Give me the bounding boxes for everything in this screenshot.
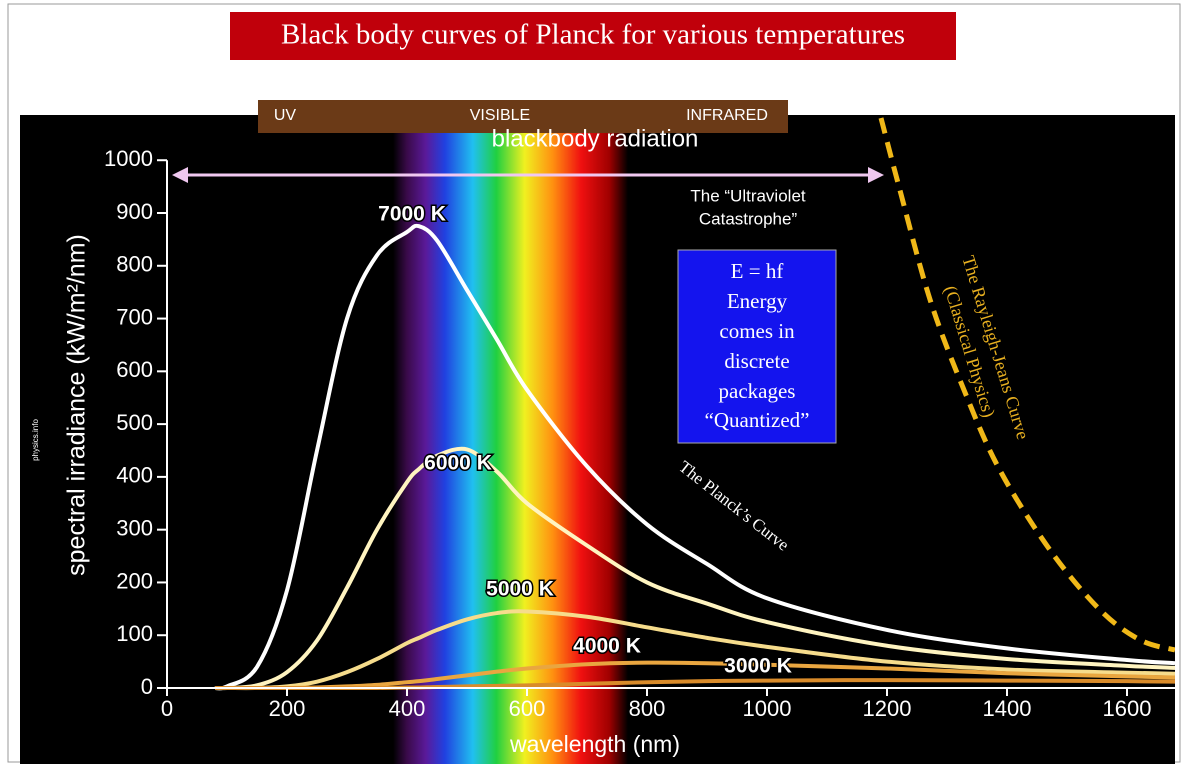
annotation: The “Ultraviolet [690, 186, 806, 205]
annotation: Catastrophe” [699, 209, 798, 228]
x-tick-label: 800 [629, 696, 666, 721]
curve-label: 6000 K [424, 452, 492, 475]
chart-title: Black body curves of Planck for various … [281, 19, 905, 51]
x-tick-label: 600 [509, 696, 546, 721]
curve-label: 4000 K [573, 635, 641, 658]
top-label: blackbody radiation [492, 125, 699, 152]
y-tick-label: 100 [116, 621, 153, 646]
planck-curve [214, 446, 1175, 691]
y-tick-label: 500 [116, 410, 153, 435]
y-tick-label: 700 [116, 304, 153, 329]
curve-label: 5000 K [486, 578, 554, 601]
box-text: “Quantized” [705, 408, 810, 432]
x-axis-label: wavelength (nm) [509, 731, 680, 757]
planck-curve [214, 609, 1175, 691]
visible-spectrum [393, 133, 628, 764]
y-tick-label: 800 [116, 252, 153, 277]
title-box [230, 12, 956, 60]
arrow-head [172, 167, 188, 183]
x-tick-label: 0 [161, 696, 173, 721]
region-band [258, 100, 788, 133]
y-axis-label: spectral irradiance (kW/m²/nm) [63, 234, 91, 576]
planck-curve [214, 223, 1175, 691]
box-text: packages [719, 379, 796, 403]
x-tick-label: 400 [389, 696, 426, 721]
region-label: INFRARED [686, 107, 768, 124]
box-text: discrete [724, 349, 789, 373]
y-tick-label: 300 [116, 515, 153, 540]
y-tick-label: 400 [116, 463, 153, 488]
y-tick-label: 600 [116, 357, 153, 382]
region-label: VISIBLE [470, 107, 530, 124]
rayleigh-jeans-curve [878, 117, 1175, 653]
x-tick-label: 1600 [1103, 696, 1152, 721]
y-tick-label: 200 [116, 568, 153, 593]
box-text: Energy [727, 289, 788, 313]
x-tick-label: 1200 [863, 696, 912, 721]
region-label: UV [274, 107, 297, 124]
curve-label: 3000 K [724, 655, 792, 678]
y-tick-label: 900 [116, 199, 153, 224]
box-text: E = hf [731, 259, 784, 283]
credit: physics.info [31, 419, 40, 461]
plot [214, 117, 1175, 691]
curve-label: 7000 K [378, 203, 446, 226]
arrow-head [868, 167, 884, 183]
x-tick-label: 1000 [743, 696, 792, 721]
box-text: comes in [719, 319, 795, 343]
x-tick-label: 1400 [983, 696, 1032, 721]
y-tick-label: 0 [141, 674, 153, 699]
y-tick-label: 1000 [104, 146, 153, 171]
x-tick-label: 200 [269, 696, 306, 721]
info-box [677, 249, 837, 444]
